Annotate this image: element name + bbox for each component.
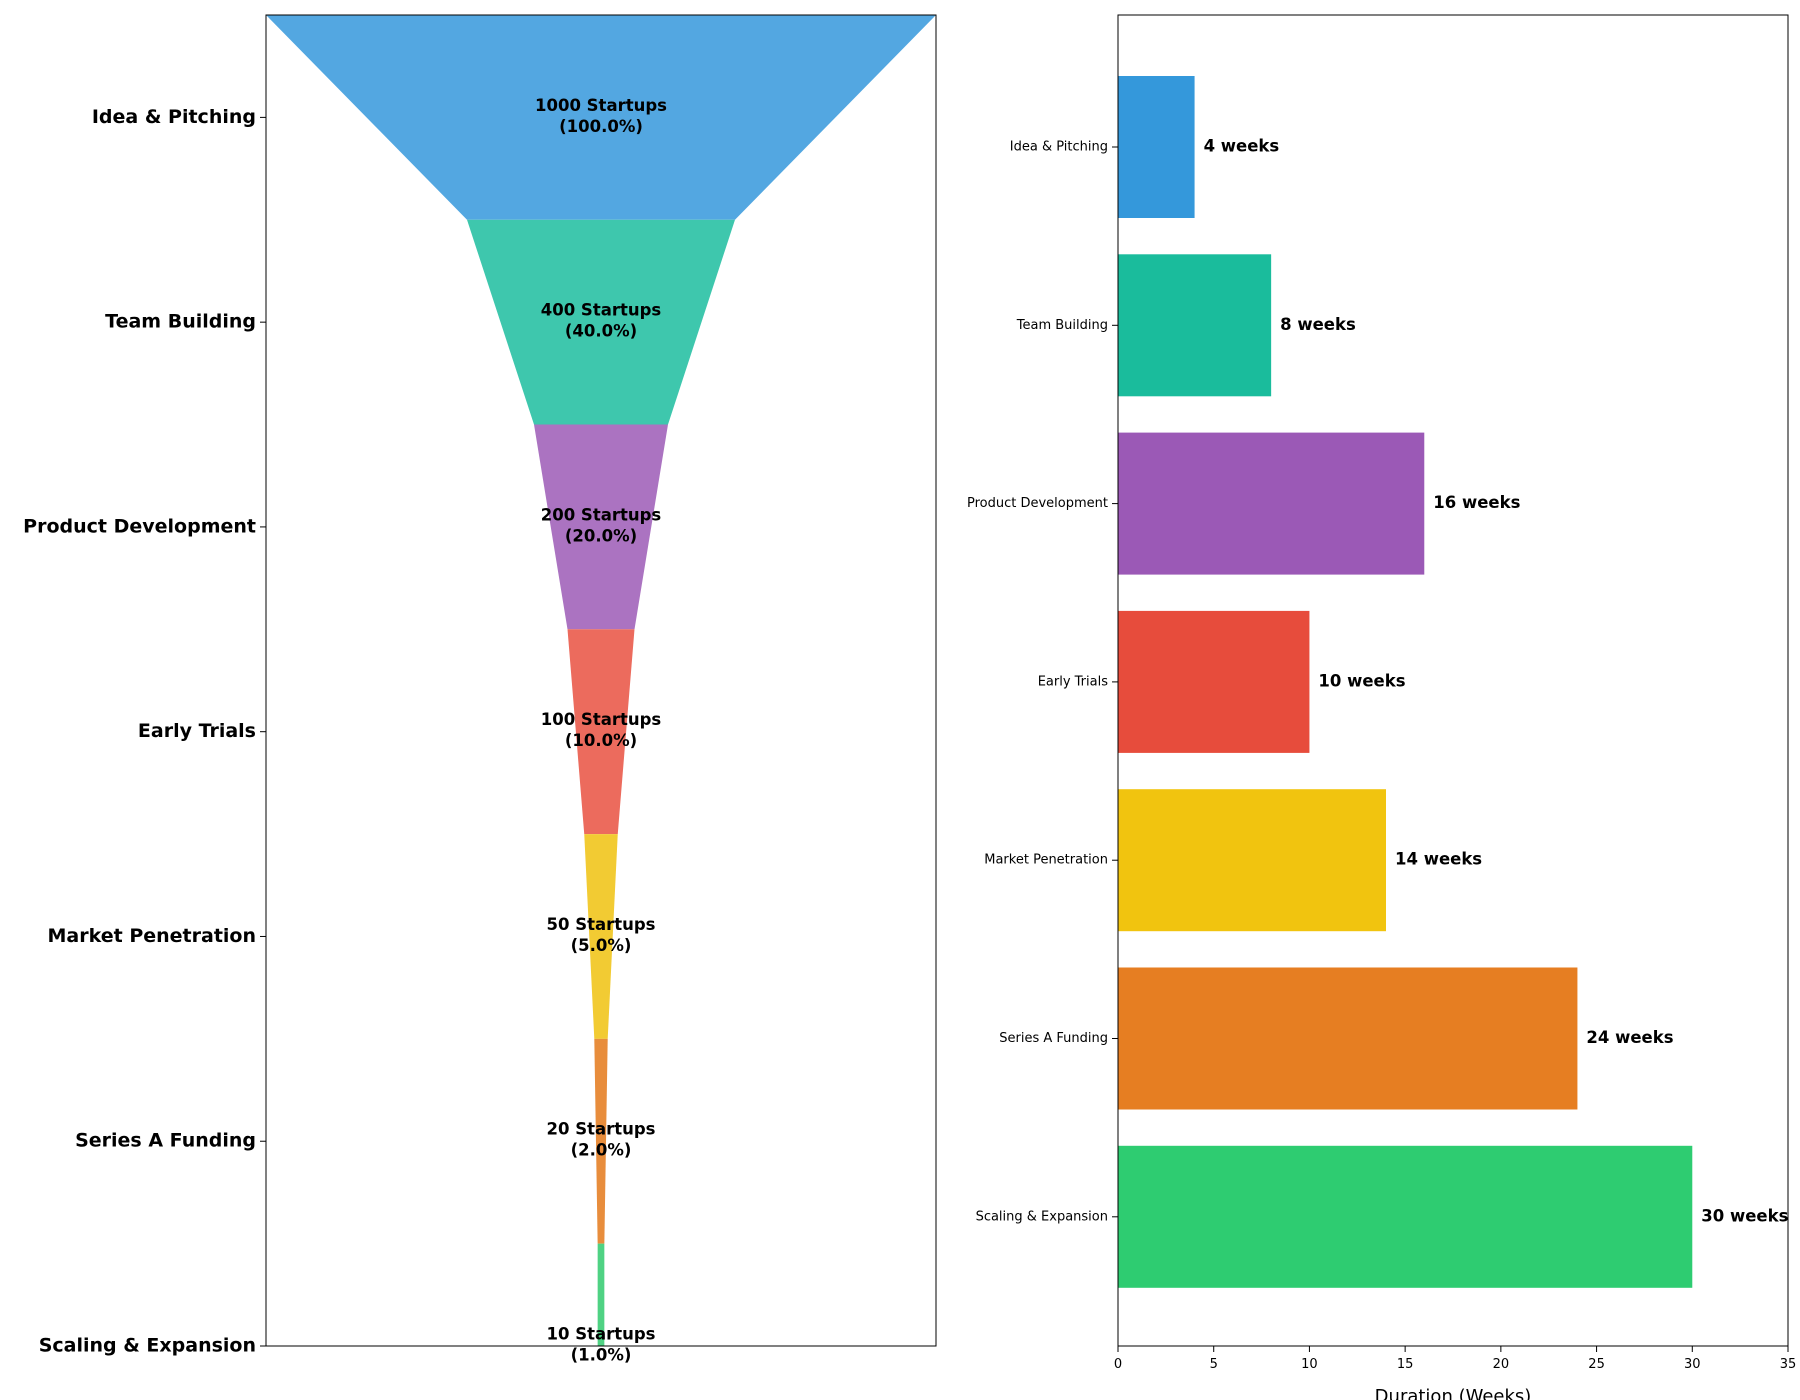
funnel-segment	[567, 629, 635, 835]
bar-value-label: 8 weeks	[1280, 315, 1356, 334]
funnel-percent-label: (100.0%)	[559, 117, 643, 136]
funnel-segment	[597, 1243, 605, 1346]
funnel-percent-label: (40.0%)	[565, 322, 637, 341]
funnel-stage-label: Market Penetration	[48, 925, 256, 947]
bar-category-label: Series A Funding	[999, 1031, 1108, 1046]
funnel-chart: Idea & Pitching 1000 Startups (100.0%) Team…	[23, 14, 937, 1365]
x-tick-label: 0	[1114, 1357, 1122, 1372]
funnel-frame	[265, 14, 937, 1347]
x-tick-label: 10	[1301, 1357, 1318, 1372]
bar-frame	[1117, 14, 1789, 1347]
x-tick-label: 30	[1684, 1357, 1701, 1372]
funnel-count-label: 100 Startups	[541, 710, 662, 729]
funnel-count-label: 10 Startups	[546, 1325, 655, 1344]
funnel-percent-label: (2.0%)	[571, 1141, 632, 1160]
x-tick-label: 35	[1780, 1357, 1797, 1372]
duration-bar	[1118, 76, 1195, 218]
funnel-stage-label: Product Development	[23, 515, 256, 537]
bar-value-label: 14 weeks	[1395, 850, 1482, 869]
funnel-count-label: 1000 Startups	[535, 96, 667, 115]
bar-value-label: 16 weeks	[1433, 493, 1520, 512]
duration-bar	[1118, 432, 1425, 575]
funnel-segment	[266, 15, 936, 220]
funnel-percent-label: (10.0%)	[565, 731, 637, 750]
bar-value-label: 30 weeks	[1701, 1206, 1788, 1225]
funnel-stage-label: Team Building	[105, 311, 256, 333]
bar-category-label: Product Development	[967, 496, 1108, 511]
funnel-stage-label: Scaling & Expansion	[39, 1335, 256, 1357]
bar-category-label: Scaling & Expansion	[976, 1209, 1108, 1224]
funnel-segment	[534, 424, 668, 630]
duration-bar-chart: Idea & Pitching 4 weeks Team Building 8 wee…	[967, 14, 1797, 1400]
bar-value-label: 4 weeks	[1204, 137, 1280, 156]
funnel-segment	[467, 219, 735, 425]
funnel-percent-label: (1.0%)	[571, 1346, 632, 1365]
funnel-count-label: 200 Startups	[541, 505, 662, 524]
bar-value-label: 10 weeks	[1318, 671, 1405, 690]
funnel-segment	[584, 834, 618, 1039]
x-tick-label: 20	[1493, 1357, 1510, 1372]
x-axis-title: Duration (Weeks)	[1375, 1386, 1532, 1400]
funnel-count-label: 50 Startups	[546, 915, 655, 934]
funnel-percent-label: (20.0%)	[565, 526, 637, 545]
bar-value-label: 24 weeks	[1586, 1028, 1673, 1047]
funnel-stage-label: Early Trials	[138, 720, 256, 742]
bar-category-label: Idea & Pitching	[1010, 140, 1108, 155]
x-tick-label: 5	[1210, 1357, 1218, 1372]
funnel-stage-label: Series A Funding	[75, 1130, 256, 1152]
funnel-percent-label: (5.0%)	[571, 936, 632, 955]
duration-bar	[1118, 610, 1310, 753]
funnel-count-label: 20 Startups	[546, 1120, 655, 1139]
funnel-stage-label: Idea & Pitching	[92, 106, 256, 128]
x-tick-label: 15	[1397, 1357, 1414, 1372]
bar-category-label: Early Trials	[1038, 674, 1109, 689]
duration-bar	[1118, 1145, 1693, 1288]
bar-category-label: Market Penetration	[984, 853, 1108, 868]
funnel-count-label: 400 Startups	[541, 301, 662, 320]
duration-bar	[1118, 254, 1272, 397]
duration-bar	[1118, 967, 1578, 1110]
x-tick-label: 25	[1588, 1357, 1605, 1372]
funnel-segment	[594, 1038, 608, 1244]
duration-bar	[1118, 789, 1386, 932]
bar-category-label: Team Building	[1016, 318, 1108, 333]
